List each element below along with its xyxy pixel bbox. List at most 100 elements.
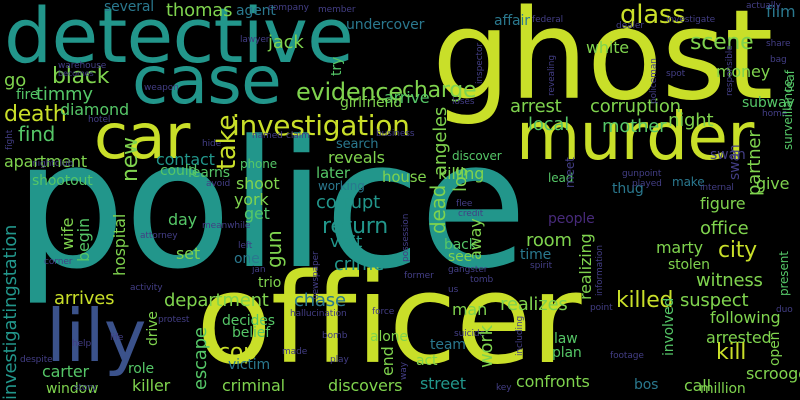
word-gun: gun [262,230,286,268]
word-point: point [590,303,613,313]
word-arrested: arrested [706,328,772,347]
word-former: former [404,271,434,281]
word-suspect: suspect [680,290,749,311]
word-away: away [466,218,485,260]
word-weapon: weapon [144,83,179,93]
word-back: back [444,237,477,253]
word-investigatingstation: investigatingstation [0,224,21,400]
word-black: black [52,64,110,89]
word-meanwhile: meanwhile [202,221,251,231]
word-left: left [238,241,253,251]
word-learns: learns [188,165,230,181]
word-key: key [496,383,512,393]
word-life: life [110,333,124,343]
word-set: set [176,244,200,263]
word-policeman: policeman [649,58,659,104]
word-victim: victim [228,357,271,373]
word-footage: footage [610,351,644,361]
word-member: member [318,5,356,15]
word-contact: contact [156,150,215,169]
word-newspaper: newspaper [311,251,321,300]
word-protest: protest [158,315,190,325]
word-los: los [450,167,471,192]
word-gunpoint: gunpoint [622,169,662,179]
word-get: get [244,204,270,223]
word-trio: trio [258,275,282,291]
word-end: end [378,346,397,376]
word-scrooge: scrooge [746,364,800,383]
word-new: new [118,137,143,182]
word-actually: actually [746,1,781,11]
word-york: york [234,190,269,209]
word-inspector: inspector [475,42,485,84]
word-becomes: becomes [58,69,94,78]
word-local: local [528,114,570,135]
word-apartment: apartment [4,152,88,171]
word-spot: spot [666,69,686,79]
word-arrive: arrive [384,88,430,107]
word-crime: crime [334,254,385,275]
word-one: one [234,251,260,267]
word-window: window [46,381,99,397]
word-house: house [382,168,427,186]
word-thomas: thomas [166,0,233,21]
word-people: people [548,211,595,227]
word-office: office [700,218,749,239]
word-lead: lead [548,171,574,185]
word-share: share [766,39,791,49]
word-federal: federal [532,15,564,25]
word-avoid: avoid [206,179,231,189]
word-evidence: evidence [296,78,403,106]
word-hospital: hospital [110,213,129,276]
word-marty: marty [656,238,703,257]
word-white: white [586,38,629,57]
word-officer: officer [196,248,582,392]
word-glass: glass [620,0,686,30]
word-open: open [767,331,783,366]
word-played: played [632,179,662,189]
word-corner: corner [44,257,73,267]
word-plan: plan [552,345,582,361]
word-jan: jan [252,265,266,275]
word-escape: escape [190,327,211,390]
word-time: time [520,247,552,263]
word-corrupt: corrupt [316,192,381,213]
word-street: street [420,374,466,393]
word-man: man [452,300,488,319]
word-flee: flee [456,199,473,209]
word-film: film [766,2,796,21]
word-return: return [322,214,388,239]
word-visit: visit [330,232,363,251]
word-dealer: dealer [616,21,644,31]
word-thug: thug [612,181,644,197]
word-discover: discover [452,149,502,163]
word-charge: charge [402,78,477,103]
word-warehouse: warehouse [58,61,107,71]
word-search: search [336,137,379,152]
word-possession: possession [401,213,411,262]
word-home: home [762,109,788,119]
word-discovers: discovers [328,376,403,395]
word-begin: begin [74,218,93,262]
word-named: named [252,131,283,141]
word-attorney: attorney [140,231,178,241]
word-go: go [4,70,27,91]
word-see: see [448,249,473,265]
word-take: take [212,114,242,170]
word-despite: despite [20,355,53,365]
word-swan-v: swan [727,144,743,180]
word-angeles: angeles [430,106,451,176]
word-carter: carter [42,362,89,381]
word-loses: loses [452,97,475,107]
word-way: way [399,362,409,380]
word-death: death [4,102,67,127]
word-department: department [164,290,269,311]
word-city: city [718,238,757,263]
word-spirit: spirit [530,261,553,271]
word-involved: involved [661,297,677,356]
word-killer: killer [132,376,171,395]
word-role: role [128,361,154,377]
word-belief: belief [232,325,270,341]
word-day: day [168,210,197,229]
word-stolen: stolen [668,257,710,273]
